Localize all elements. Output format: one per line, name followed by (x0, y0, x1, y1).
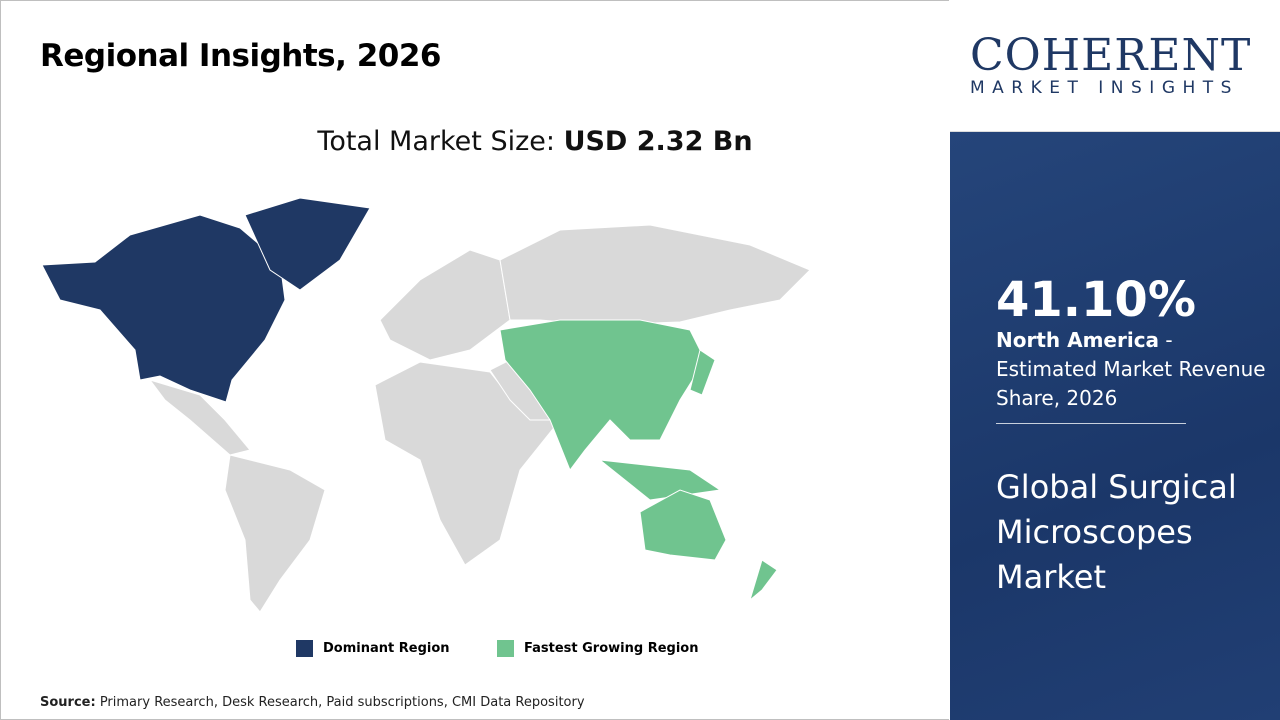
legend-swatch-dominant (296, 640, 313, 657)
legend-fastest: Fastest Growing Region (497, 640, 698, 657)
region-greenland (244, 197, 371, 291)
legend-label: Fastest Growing Region (524, 641, 699, 656)
market-name: Global Surgical Microscopes Market (996, 468, 1237, 596)
total-market-size: Total Market Size: USD 2.32 Bn (0, 126, 1070, 157)
source-text: Primary Research, Desk Research, Paid su… (95, 695, 585, 710)
world-map (41, 197, 811, 613)
source-note: Source: Primary Research, Desk Research,… (40, 695, 585, 710)
company-logo: COHERENT MARKET INSIGHTS (950, 0, 1280, 132)
region-europe (379, 249, 511, 361)
source-label: Source: (40, 695, 96, 710)
total-label: Total Market Size: (317, 126, 564, 157)
region-africa (374, 361, 561, 566)
region-southeast-asia-islands (598, 459, 722, 501)
page-title: Regional Insights, 2026 (40, 38, 441, 74)
logo-tagline: MARKET INSIGHTS (970, 78, 1239, 98)
region-name: North America (996, 328, 1160, 352)
region-north-america (41, 214, 286, 403)
region-asia (499, 319, 706, 472)
insight-panel: 41.10% North America - Estimated Market … (950, 132, 1280, 720)
total-value: USD 2.32 Bn (563, 126, 753, 157)
region-russia (499, 224, 811, 326)
share-percent: 41.10% (996, 272, 1196, 328)
region-japan (689, 349, 716, 396)
region-south-america (224, 454, 326, 613)
divider (996, 423, 1186, 424)
logo-wordmark: COHERENT (970, 30, 1252, 81)
legend-label: Dominant Region (323, 641, 450, 656)
region-central-america (148, 379, 251, 456)
legend-swatch-fastest (497, 640, 514, 657)
share-desc-text: - Estimated Market Revenue Share, 2026 (996, 328, 1266, 410)
share-description: North America - Estimated Market Revenue… (996, 326, 1271, 413)
legend-dominant: Dominant Region (296, 640, 450, 657)
region-new-zealand (749, 559, 778, 602)
region-australia (639, 489, 727, 561)
